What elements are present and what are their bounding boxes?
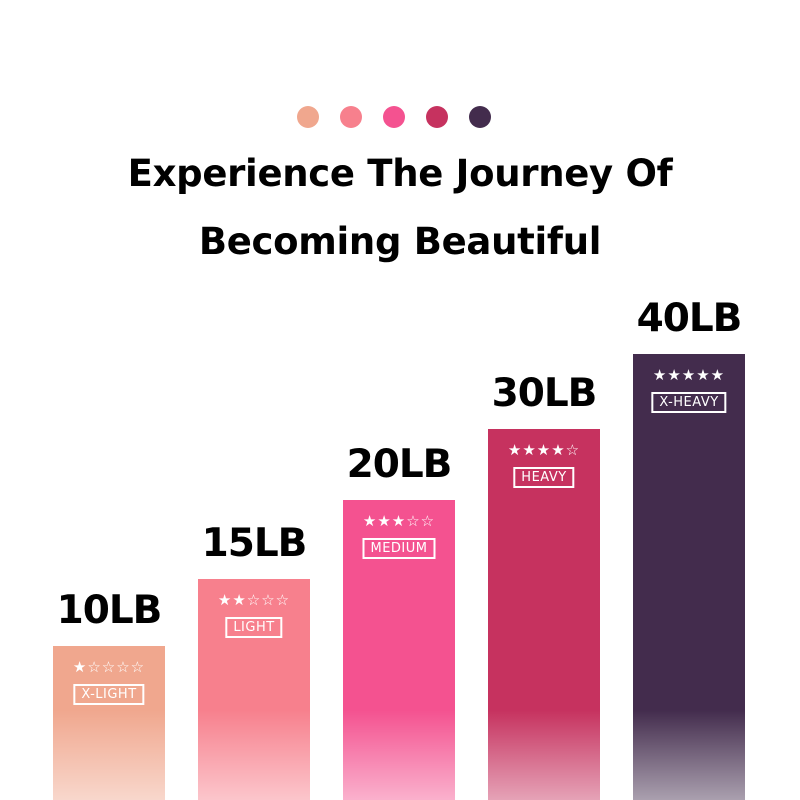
weight-label: 40LB — [636, 296, 743, 341]
color-dot — [340, 106, 362, 128]
level-badge: MEDIUM — [362, 538, 436, 559]
level-badge: LIGHT — [225, 617, 283, 638]
title-line-1: Experience The Journey Of — [127, 152, 673, 195]
weight-label: 30LB — [491, 371, 598, 416]
band-bar: ★★★★☆ HEAVY — [488, 429, 600, 800]
color-dot — [426, 106, 448, 128]
star-rating: ★★★★★ — [652, 366, 726, 384]
color-dot — [469, 106, 491, 128]
color-dot — [297, 106, 319, 128]
star-rating: ★★★☆☆ — [362, 512, 436, 530]
weight-label: 20LB — [346, 442, 453, 487]
star-rating: ★★☆☆☆ — [217, 591, 291, 609]
band-bar: ★★★☆☆ MEDIUM — [343, 500, 455, 800]
star-rating: ★☆☆☆☆ — [72, 658, 146, 676]
level-badge: HEAVY — [513, 467, 575, 488]
weight-label: 15LB — [201, 521, 308, 566]
level-badge: X-HEAVY — [651, 392, 727, 413]
band-bar: ★☆☆☆☆ X-LIGHT — [53, 646, 165, 800]
star-rating: ★★★★☆ — [507, 441, 581, 459]
level-badge: X-LIGHT — [73, 684, 145, 705]
weight-label: 10LB — [56, 588, 163, 633]
title-line-2: Becoming Beautiful — [198, 220, 602, 263]
band-bar: ★★★★★ X-HEAVY — [633, 354, 745, 800]
band-bar: ★★☆☆☆ LIGHT — [198, 579, 310, 800]
color-dot — [383, 106, 405, 128]
